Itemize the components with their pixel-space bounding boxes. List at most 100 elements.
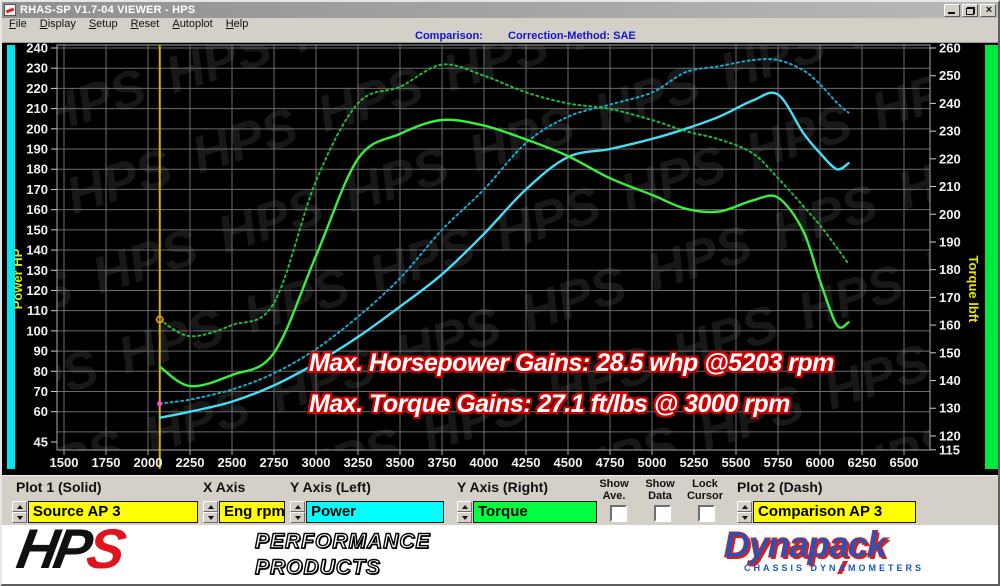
torque-tick-label: 140 [939, 373, 961, 388]
x-tick-label: 4500 [554, 455, 583, 470]
menu-item-help[interactable]: Help [225, 18, 249, 30]
control-panel: Plot 1 (Solid) X Axis Y Axis (Left) Y Ax… [2, 475, 998, 525]
spinner-up-icon[interactable] [457, 501, 472, 512]
torque-tick-label: 260 [939, 43, 961, 56]
power-tick-label: 130 [26, 263, 48, 278]
show-ave-label: Show Ave. [599, 478, 629, 502]
x-tick-label: 5750 [764, 455, 793, 470]
hps-logo: HPS [12, 525, 127, 580]
dynapack-subtitle: CHASSIS DYNAMOMETERS [744, 563, 925, 573]
show-data-checkbox[interactable] [654, 505, 671, 522]
torque-tick-label: 130 [939, 401, 961, 416]
restore-icon [966, 6, 975, 15]
spinner-down-icon[interactable] [457, 512, 472, 523]
torque-tick-label: 190 [939, 234, 961, 249]
spinner-down-icon[interactable] [737, 512, 752, 523]
torque-tick-label: 240 [939, 96, 961, 111]
torque-tick-label: 210 [939, 179, 961, 194]
logo-band: HPS PERFORMANCE PRODUCTS Dynapack CHASSI… [2, 525, 998, 584]
yaxis-right-field[interactable]: Torque [473, 501, 597, 523]
power-tick-label: 110 [27, 303, 48, 318]
yaxis-right-label: Y Axis (Right) [457, 479, 549, 495]
torque-tick-label: 120 [939, 428, 961, 443]
menu-bar: File Display Setup Reset Autoplot Help [2, 18, 998, 30]
info-bar: Comparison: Correction-Method: SAE [2, 30, 998, 43]
left-axis-color-stripe [7, 45, 15, 469]
torque-tick-label: 160 [939, 318, 961, 333]
menu-item-setup[interactable]: Setup [88, 18, 118, 30]
lock-cursor-checkbox[interactable] [698, 505, 715, 522]
torque-tick-label: 250 [939, 68, 961, 83]
spinner-up-icon[interactable] [12, 501, 27, 512]
minimize-icon [948, 11, 955, 14]
power-tick-label: 45 [34, 434, 48, 449]
menu-item-reset[interactable]: Reset [130, 18, 160, 30]
yaxis-left-field[interactable]: Power [306, 501, 444, 523]
yaxis-left-spinner[interactable] [290, 501, 305, 523]
close-button[interactable]: × [980, 3, 996, 17]
power-tick-label: 140 [26, 243, 48, 258]
x-tick-label: 3750 [428, 455, 457, 470]
power-tick-label: 190 [26, 142, 48, 157]
spinner-up-icon[interactable] [290, 501, 305, 512]
curve-torque_solid [158, 118, 850, 388]
torque-tick-label: 170 [939, 290, 961, 305]
x-tick-label: 4750 [596, 455, 625, 470]
power-tick-label: 160 [26, 202, 48, 217]
plot1-spinner[interactable] [12, 501, 27, 523]
xaxis-field[interactable]: Eng rpm [219, 501, 285, 523]
plot2-comparison-field[interactable]: Comparison AP 3 [753, 501, 916, 523]
lock-cursor-label: Lock Cursor [686, 478, 724, 502]
x-tick-label: 3500 [386, 455, 415, 470]
yaxis-left-label: Y Axis (Left) [290, 479, 371, 495]
xaxis-spinner[interactable] [203, 501, 218, 523]
power-tick-label: 170 [26, 182, 48, 197]
dyno-chart-svg[interactable]: HPS1500175020002250250027503000325035003… [2, 43, 998, 475]
x-tick-label: 5000 [638, 455, 667, 470]
spinner-up-icon[interactable] [737, 501, 752, 512]
spinner-up-icon[interactable] [203, 501, 218, 512]
show-data-label: Show Data [645, 478, 675, 502]
power-tick-label: 180 [26, 162, 48, 177]
x-tick-label: 3000 [302, 455, 331, 470]
menu-item-file[interactable]: File [9, 18, 27, 30]
plot2-spinner[interactable] [737, 501, 752, 523]
power-tick-label: 240 [26, 43, 48, 56]
start-marker-power_dash [157, 401, 163, 407]
x-tick-label: 1500 [50, 455, 79, 470]
dynapack-logo: Dynapack [723, 525, 887, 565]
torque-tick-label: 150 [939, 345, 961, 360]
torque-tick-label: 200 [939, 207, 961, 222]
power-tick-label: 60 [34, 404, 48, 419]
plot1-source-field[interactable]: Source AP 3 [28, 501, 198, 523]
yaxis-right-spinner[interactable] [457, 501, 472, 523]
chart-area[interactable]: HPS1500175020002250250027503000325035003… [2, 43, 998, 475]
right-axis-color-stripe [985, 45, 998, 469]
x-tick-label: 4000 [470, 455, 499, 470]
x-tick-label: 1750 [92, 455, 121, 470]
power-tick-label: 80 [34, 364, 48, 379]
plot2-label: Plot 2 (Dash) [737, 479, 823, 495]
menu-item-autoplot[interactable]: Autoplot [172, 18, 213, 30]
power-tick-label: 120 [26, 283, 48, 298]
power-tick-label: 100 [26, 323, 48, 338]
x-tick-label: 6000 [806, 455, 835, 470]
x-tick-label: 3250 [344, 455, 373, 470]
hps-performance-products-text: PERFORMANCE PRODUCTS [254, 529, 431, 579]
spinner-down-icon[interactable] [290, 512, 305, 523]
title-bar: RHAS-SP V1.7-04 VIEWER - HPS × [2, 2, 998, 18]
torque-tick-label: 220 [939, 151, 961, 166]
x-tick-label: 6500 [890, 455, 919, 470]
power-tick-label: 70 [34, 384, 48, 399]
spinner-down-icon[interactable] [12, 512, 27, 523]
menu-item-display[interactable]: Display [39, 18, 76, 30]
plot1-label: Plot 1 (Solid) [16, 479, 102, 495]
window-title: RHAS-SP V1.7-04 VIEWER - HPS [20, 4, 196, 16]
minimize-button[interactable] [944, 3, 960, 17]
restore-button[interactable] [962, 3, 978, 17]
x-tick-label: 2250 [176, 455, 205, 470]
show-ave-checkbox[interactable] [610, 505, 627, 522]
torque-tick-label: 180 [939, 262, 961, 277]
spinner-down-icon[interactable] [203, 512, 218, 523]
